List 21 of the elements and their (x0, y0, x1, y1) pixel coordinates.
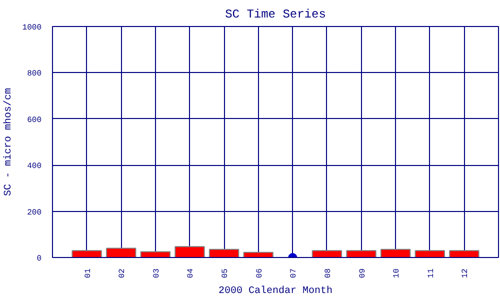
x-tick-label: 06 (255, 268, 264, 278)
chart-title: SC Time Series (225, 8, 326, 22)
x-tick-label: 04 (186, 268, 196, 278)
x-tick-label: 01 (84, 268, 93, 278)
x-tick-label: 11 (426, 268, 436, 278)
y-axis-title: SC - micro mhos/cm (2, 88, 14, 196)
x-tick-label: 03 (152, 268, 162, 278)
x-tick-label: 07 (290, 268, 299, 278)
y-tick-label: 400 (27, 162, 42, 172)
y-tick-label: 600 (27, 116, 42, 125)
x-tick-label: 02 (118, 268, 128, 278)
y-tick-label: 200 (27, 208, 42, 218)
x-tick-label: 08 (324, 268, 333, 278)
x-tick-label: 10 (392, 268, 402, 278)
y-tick-label: 0 (36, 254, 42, 264)
y-tick-label: 800 (27, 70, 42, 79)
y-tick-label: 1000 (22, 24, 42, 32)
x-tick-label: 12 (461, 268, 470, 278)
x-axis-title: 2000 Calendar Month (218, 285, 333, 298)
x-tick-label: 09 (358, 268, 368, 278)
x-tick-label: 05 (221, 268, 230, 278)
